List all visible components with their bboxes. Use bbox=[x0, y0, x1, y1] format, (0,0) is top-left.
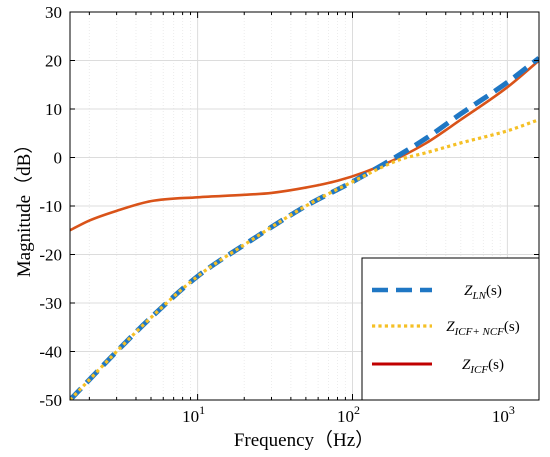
y-tick-label: -30 bbox=[39, 294, 62, 313]
y-tick-label: 20 bbox=[45, 52, 62, 71]
y-tick-label: -10 bbox=[39, 197, 62, 216]
y-tick-label: 10 bbox=[45, 100, 62, 119]
y-tick-label: -40 bbox=[39, 343, 62, 362]
y-tick-label: 30 bbox=[45, 3, 62, 22]
series-line-2 bbox=[70, 59, 539, 232]
y-tick-label: -20 bbox=[39, 246, 62, 265]
series-line-1 bbox=[70, 118, 539, 400]
axes: 30 20 10 0 -10 -20 -30 -40 -50 101 102 103 bbox=[39, 3, 539, 426]
legend-label-0: ZLN(s) bbox=[464, 283, 502, 302]
series-group bbox=[70, 56, 539, 400]
legend-box bbox=[361, 257, 540, 401]
legend-label-1: ZICF+ NCF(s) bbox=[446, 319, 519, 338]
x-axis-label: Frequency（Hz） bbox=[234, 429, 374, 451]
x-tick-label: 101 bbox=[182, 403, 205, 426]
legend: ZLN(s) ZICF+ NCF(s) ZICF(s) bbox=[361, 257, 540, 401]
legend-label-2: ZICF(s) bbox=[462, 357, 504, 376]
y-tick-label: -50 bbox=[39, 391, 62, 410]
y-tick-label: 0 bbox=[54, 149, 63, 168]
x-tick-label: 103 bbox=[492, 403, 515, 426]
x-tick-label: 102 bbox=[337, 403, 360, 426]
y-axis-label: Magnitude（dB） bbox=[13, 135, 35, 278]
